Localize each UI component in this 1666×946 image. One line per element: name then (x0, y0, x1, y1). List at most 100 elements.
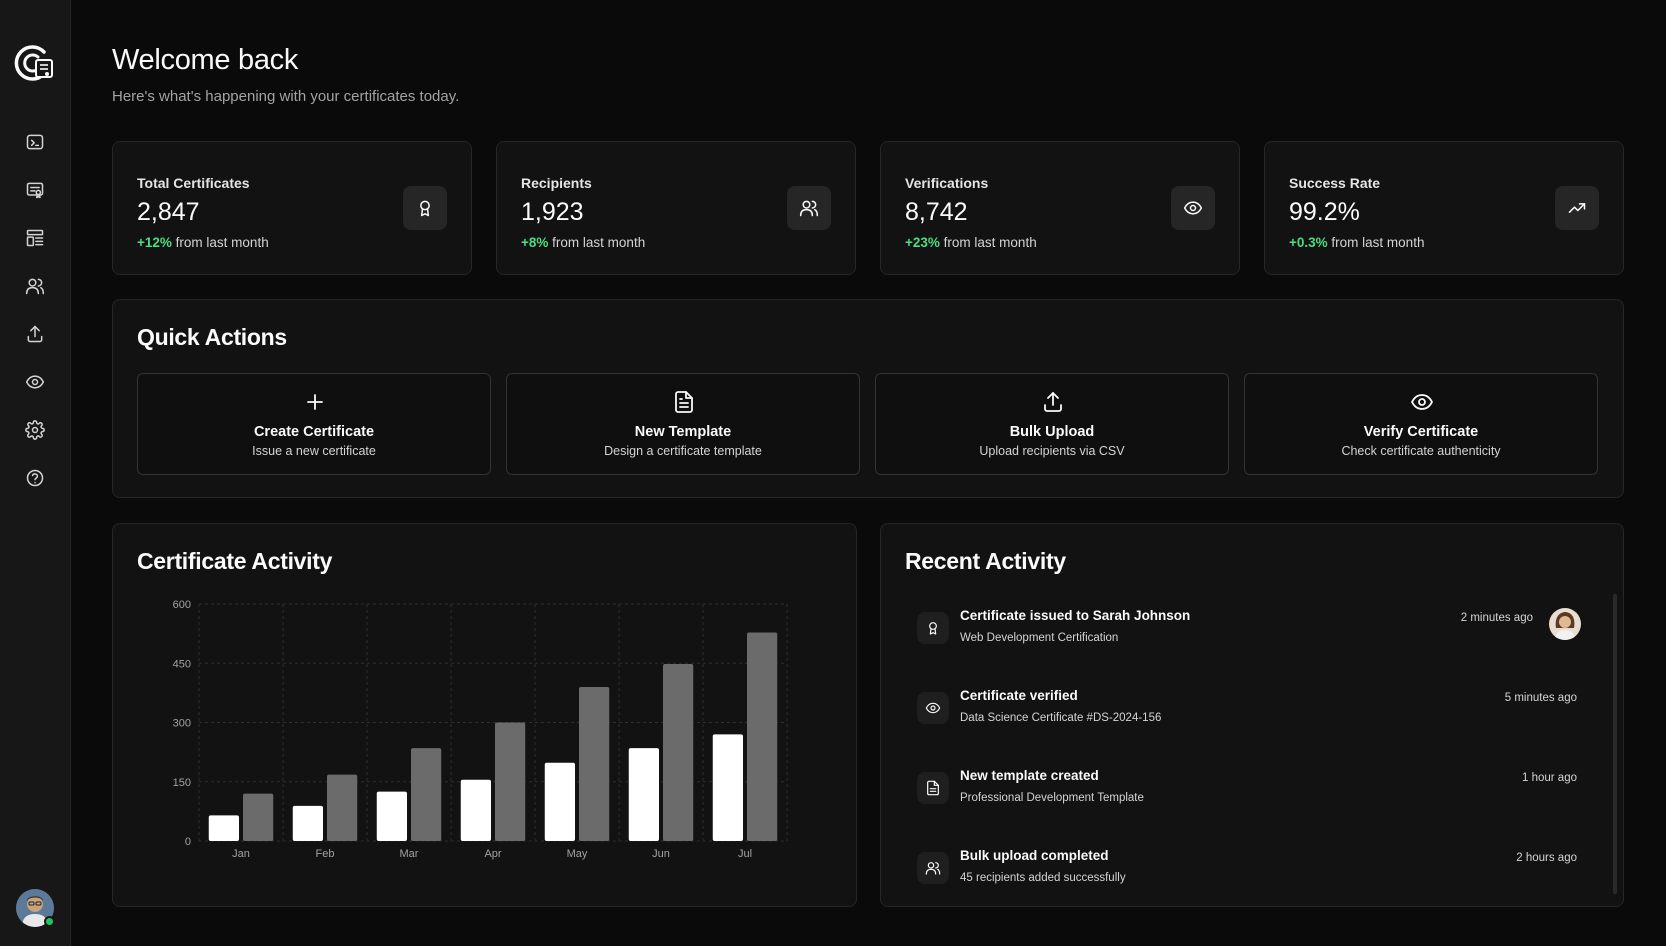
app-logo[interactable] (14, 42, 56, 84)
bar[interactable] (376, 791, 407, 841)
stat-label: Success Rate (1289, 175, 1381, 191)
bulk-upload-button[interactable]: Bulk Upload Upload recipients via CSV (875, 373, 1229, 475)
action-description: Design a certificate template (604, 444, 762, 458)
bar[interactable] (292, 805, 323, 841)
x-tick-label: Apr (484, 848, 501, 860)
eye-icon (25, 375, 45, 389)
nav-verify[interactable] (19, 366, 51, 398)
stat-change: +0.3% from last month (1289, 235, 1424, 250)
bar[interactable] (495, 722, 526, 842)
bar[interactable] (663, 664, 694, 841)
action-title: Bulk Upload (1009, 424, 1095, 440)
stat-card-total-certificates: Total Certificates 2,847 +12% from last … (112, 141, 472, 275)
nav-templates[interactable] (19, 222, 51, 254)
action-description: Upload recipients via CSV (979, 444, 1125, 458)
activity-icon-container (917, 692, 949, 724)
bar[interactable] (208, 815, 239, 841)
nav-settings[interactable] (19, 414, 51, 446)
bar[interactable] (243, 793, 274, 841)
activity-title: Bulk upload completed (960, 848, 1109, 863)
activity-item[interactable]: Certificate verified Data Science Certif… (917, 688, 1577, 748)
main-content: Welcome back Here's what's happening wit… (71, 0, 1666, 946)
templates-icon (26, 229, 44, 247)
bar[interactable] (628, 748, 659, 841)
activity-icon-container (917, 852, 949, 884)
bar[interactable] (712, 734, 743, 841)
stat-icon-container (403, 186, 447, 230)
new-template-button[interactable]: New Template Design a certificate templa… (506, 373, 860, 475)
logo-icon (14, 45, 53, 81)
users-icon (925, 862, 941, 875)
activity-time: 5 minutes ago (1504, 692, 1577, 704)
activity-subtitle: Web Development Certification (960, 632, 1119, 644)
page-subtitle: Here's what's happening with your certif… (112, 88, 460, 105)
activity-item[interactable]: New template created Professional Develo… (917, 768, 1577, 828)
bar[interactable] (411, 748, 442, 841)
recent-activity-title: Recent Activity (905, 548, 1066, 574)
nav-users[interactable] (19, 270, 51, 302)
activity-time: 2 minutes ago (1460, 612, 1533, 624)
activity-title: Certificate issued to Sarah Johnson (960, 608, 1191, 623)
create-certificate-button[interactable]: Create Certificate Issue a new certifica… (137, 373, 491, 475)
users-icon (25, 278, 45, 295)
trending-up-icon (1568, 203, 1586, 213)
activity-item[interactable]: Certificate issued to Sarah Johnson Web … (917, 608, 1581, 668)
recipient-avatar (1549, 608, 1581, 640)
award-icon (929, 622, 937, 635)
action-description: Issue a new certificate (252, 444, 376, 458)
action-description: Check certificate authenticity (1341, 444, 1501, 458)
verify-certificate-button[interactable]: Verify Certificate Check certificate aut… (1244, 373, 1598, 475)
bar[interactable] (579, 686, 610, 841)
eye-icon (1411, 394, 1433, 410)
x-tick-label: Mar (400, 848, 419, 860)
file-text-icon (675, 391, 693, 413)
stat-change-suffix: from last month (943, 235, 1037, 250)
bar[interactable] (747, 632, 778, 841)
gear-icon (25, 420, 45, 440)
activity-scrollbar[interactable] (1613, 594, 1617, 894)
stat-change-value: +23% (905, 235, 940, 250)
stat-label: Recipients (521, 175, 592, 191)
activity-time: 2 hours ago (1516, 852, 1577, 864)
stat-value: 99.2% (1289, 198, 1360, 226)
stat-change: +23% from last month (905, 235, 1037, 250)
stat-change: +8% from last month (521, 235, 645, 250)
eye-icon (1183, 201, 1203, 215)
upload-icon (1044, 392, 1062, 412)
stat-change-value: +8% (521, 235, 549, 250)
recipient-avatar-image (1549, 608, 1581, 640)
activity-icon-container (917, 612, 949, 644)
y-tick-label: 150 (173, 777, 191, 789)
stat-icon-container (787, 186, 831, 230)
nav-terminal[interactable] (19, 126, 51, 158)
certificate-activity-panel: Certificate Activity 0 150 300 450 600 Jan Feb… (112, 523, 857, 907)
stat-card-recipients: Recipients 1,923 +8% from last month (496, 141, 856, 275)
x-tick-label: Jan (232, 848, 250, 860)
stat-icon-container (1171, 186, 1215, 230)
bar[interactable] (460, 779, 491, 841)
stat-label: Total Certificates (137, 175, 250, 191)
upload-icon (27, 325, 43, 343)
users-icon (799, 200, 819, 217)
action-title: Create Certificate (253, 424, 375, 440)
certificate-activity-chart: 0 150 300 450 600 Jan Feb Mar Apr May Jun Jul (173, 599, 788, 860)
bar[interactable] (327, 774, 358, 841)
quick-actions-panel: Quick Actions Create Certificate Issue a… (112, 299, 1624, 498)
y-tick-label: 450 (173, 658, 191, 670)
recent-activity-panel: Recent Activity Certificate issued to Sa… (880, 523, 1624, 907)
nav-help[interactable] (19, 462, 51, 494)
stat-label: Verifications (905, 175, 989, 191)
stat-change-suffix: from last month (552, 235, 646, 250)
bar[interactable] (544, 762, 575, 841)
certificate-icon (26, 182, 44, 199)
y-tick-label: 0 (185, 836, 191, 848)
nav-upload[interactable] (19, 318, 51, 350)
plus-icon (307, 394, 323, 410)
help-icon (26, 469, 44, 487)
activity-item[interactable]: Bulk upload completed 45 recipients adde… (917, 848, 1577, 906)
stat-change-suffix: from last month (1331, 235, 1425, 250)
nav-certificates[interactable] (19, 174, 51, 206)
activity-icon-container (917, 772, 949, 804)
quick-actions-title: Quick Actions (137, 324, 287, 350)
activity-title: New template created (960, 768, 1099, 783)
